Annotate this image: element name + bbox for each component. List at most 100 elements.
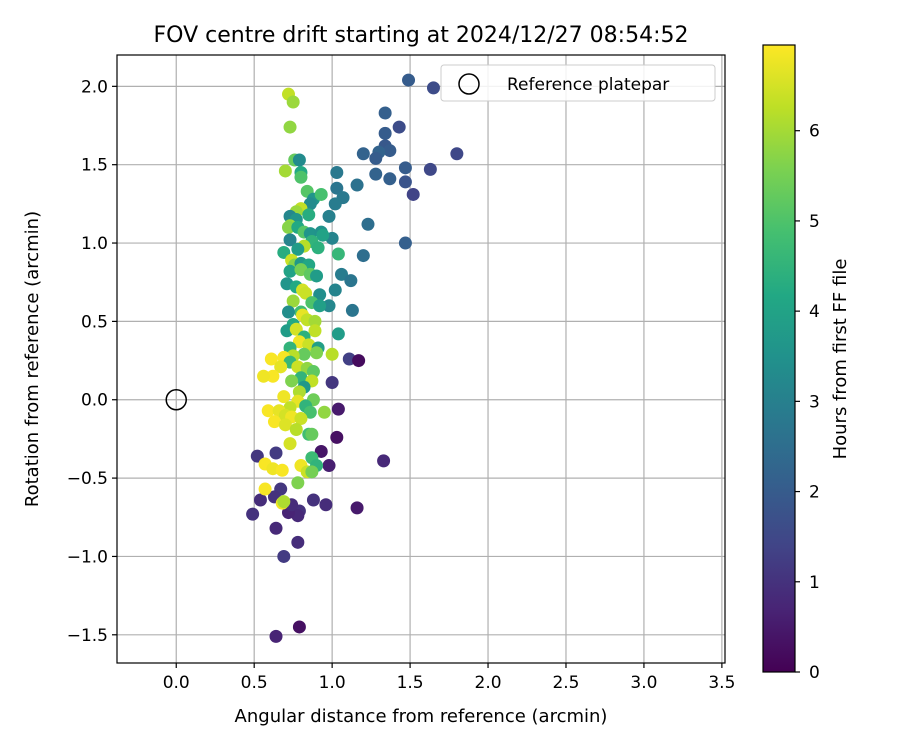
data-point	[356, 147, 370, 161]
y-axis-label: Rotation from reference (arcmin)	[22, 211, 43, 507]
legend-reference-marker	[458, 73, 480, 95]
colorbar-label: Hours from first FF file	[830, 259, 851, 460]
data-point	[314, 444, 328, 458]
x-tick-label: 2.5	[552, 673, 579, 693]
data-point	[377, 454, 391, 468]
data-point	[345, 303, 359, 317]
data-point	[297, 347, 311, 361]
data-point	[378, 106, 392, 120]
data-point	[322, 299, 336, 313]
data-point	[392, 120, 406, 134]
data-point	[313, 299, 327, 313]
data-point	[302, 208, 316, 222]
data-point	[317, 405, 331, 419]
data-point	[369, 151, 383, 165]
x-tick-label: 1.5	[397, 673, 424, 693]
data-point	[311, 241, 325, 255]
x-tick-label: 3.5	[708, 673, 735, 693]
data-point	[261, 404, 275, 418]
data-point	[325, 347, 339, 361]
data-point	[286, 294, 300, 308]
data-point	[308, 324, 322, 338]
legend-label: Reference platepar	[507, 75, 669, 95]
data-point	[305, 465, 319, 479]
data-point	[330, 181, 344, 195]
data-point	[328, 283, 342, 297]
y-tick-label: 0.5	[81, 312, 108, 332]
data-point	[322, 459, 336, 473]
data-point	[350, 501, 364, 515]
colorbar-tick-label: 2	[809, 483, 820, 503]
data-point	[299, 286, 313, 300]
data-point	[426, 81, 440, 95]
data-point	[330, 430, 344, 444]
reference-platepar-marker	[165, 388, 187, 411]
plot-frame	[116, 54, 726, 664]
colorbar-tick-label: 6	[809, 122, 820, 142]
data-point	[277, 390, 291, 404]
data-point	[283, 233, 297, 247]
scatter-points	[246, 73, 464, 643]
data-point	[308, 314, 322, 328]
y-tick-label: −1.5	[67, 626, 108, 646]
y-tick-label: 0.0	[81, 391, 108, 411]
data-point	[402, 73, 416, 87]
data-point	[278, 418, 292, 432]
data-point	[253, 493, 267, 507]
data-point	[246, 507, 260, 521]
y-tick-label: 1.0	[81, 234, 108, 254]
data-point	[328, 197, 342, 211]
data-point	[325, 376, 339, 390]
data-point	[319, 498, 333, 512]
data-point	[286, 95, 300, 109]
data-point	[283, 437, 297, 451]
data-point	[269, 521, 283, 535]
data-point	[277, 549, 291, 563]
data-point	[266, 369, 280, 383]
data-point	[316, 228, 330, 242]
data-point	[344, 274, 358, 288]
data-point	[292, 153, 306, 167]
data-point	[285, 374, 299, 388]
x-tick-label: 3.0	[630, 673, 657, 693]
data-point	[330, 166, 344, 180]
data-point	[310, 269, 324, 283]
x-axis-label: Angular distance from reference (arcmin)	[235, 706, 608, 727]
data-point	[291, 535, 305, 549]
colorbar-gradient	[762, 44, 796, 673]
x-axis-ticks: 0.0 0.5 1.0 1.5 2.0 2.5 3.0 3.5	[163, 663, 735, 693]
data-point	[383, 144, 397, 158]
data-point	[267, 415, 281, 429]
data-point	[306, 493, 320, 507]
data-point	[331, 402, 345, 416]
x-tick-label: 0.5	[241, 673, 268, 693]
data-point	[283, 120, 297, 134]
colorbar-tick-label: 3	[809, 392, 820, 412]
data-point	[406, 187, 420, 201]
data-point	[378, 126, 392, 140]
colorbar-tick-label: 5	[809, 212, 820, 232]
data-point	[350, 178, 364, 192]
data-point	[281, 305, 295, 319]
data-point	[274, 360, 288, 374]
data-point	[275, 463, 289, 477]
data-point	[269, 446, 283, 460]
chart-title: FOV centre drift starting at 2024/12/27 …	[154, 23, 689, 48]
data-point	[269, 629, 283, 643]
colorbar-tick-label: 0	[809, 663, 820, 683]
data-point	[291, 242, 305, 256]
x-tick-label: 1.0	[319, 673, 346, 693]
data-point	[289, 423, 303, 437]
data-point	[369, 167, 383, 181]
colorbar: 0 1 2 3 4 5 6 Hours from first FF file	[762, 44, 851, 683]
data-point	[291, 476, 305, 490]
colorbar-ticks: 0 1 2 3 4 5 6	[795, 122, 820, 683]
data-point	[283, 264, 297, 278]
data-point	[257, 369, 271, 383]
colorbar-tick-label: 1	[809, 573, 820, 593]
data-point	[314, 187, 328, 201]
x-tick-label: 0.0	[163, 673, 190, 693]
y-tick-label: −1.0	[67, 547, 108, 567]
data-point	[322, 209, 336, 223]
data-point	[264, 352, 278, 366]
